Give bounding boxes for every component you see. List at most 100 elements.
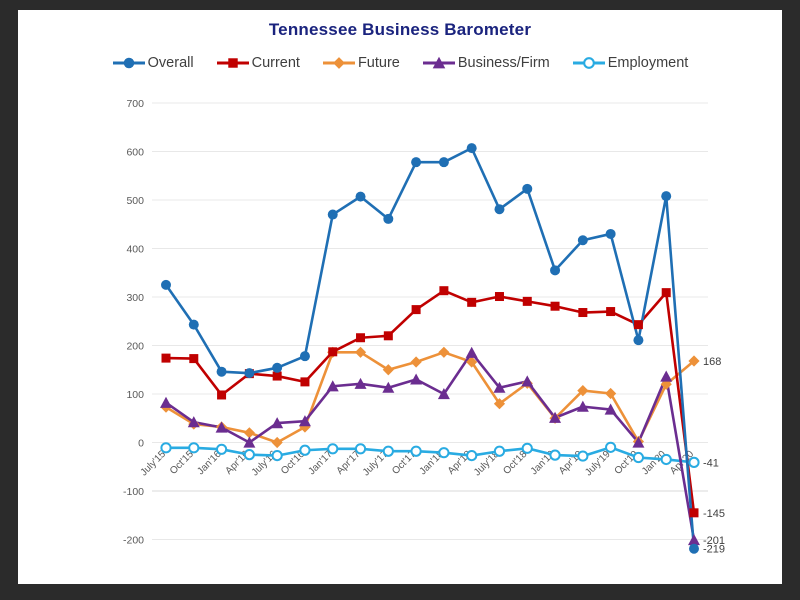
data-point	[411, 305, 421, 315]
y-axis-tick-label: -100	[123, 486, 144, 498]
data-point	[660, 370, 673, 382]
data-point	[661, 191, 672, 202]
legend-swatch-open-circle-icon	[572, 57, 605, 69]
data-point	[522, 183, 533, 194]
data-point	[299, 444, 311, 456]
data-point	[632, 451, 645, 464]
data-point	[160, 442, 172, 454]
data-point	[493, 398, 506, 410]
data-point	[577, 450, 589, 462]
data-point	[215, 421, 228, 433]
series-line-overall	[164, 146, 696, 551]
data-point	[383, 213, 394, 224]
data-point	[466, 143, 477, 154]
data-point	[327, 209, 338, 220]
data-point	[217, 390, 227, 400]
legend-item-current[interactable]: Current	[216, 54, 300, 72]
data-point	[410, 356, 422, 368]
data-point	[549, 411, 562, 423]
data-point	[466, 356, 478, 368]
data-point	[521, 442, 533, 454]
data-point	[299, 421, 311, 433]
data-point	[549, 449, 561, 461]
data-point	[577, 385, 589, 397]
data-point	[188, 442, 200, 454]
data-point	[355, 191, 366, 202]
data-point	[354, 346, 367, 358]
data-point	[243, 436, 256, 448]
data-point	[328, 347, 338, 357]
data-point	[161, 353, 171, 363]
data-point	[660, 453, 672, 466]
legend-label: Overall	[147, 55, 194, 71]
data-point	[522, 296, 532, 306]
data-point	[382, 364, 394, 376]
data-point	[215, 443, 228, 455]
legend-item-employment[interactable]: Employment	[572, 54, 689, 72]
chart-title: Tennessee Business Barometer	[268, 20, 532, 39]
data-point	[438, 447, 450, 459]
y-axis-tick-label: 300	[126, 292, 144, 304]
data-point	[493, 445, 506, 457]
data-point	[410, 373, 423, 385]
data-point	[688, 355, 700, 367]
y-axis-tick-label: -200	[123, 535, 144, 547]
legend-label: Current	[251, 55, 300, 71]
data-point	[605, 441, 617, 453]
data-point	[661, 288, 671, 298]
data-point	[576, 400, 589, 412]
data-point	[578, 308, 588, 318]
data-point	[327, 443, 339, 455]
end-data-label: -145	[703, 508, 725, 520]
data-point	[467, 297, 477, 307]
data-point	[161, 279, 171, 290]
data-point	[689, 508, 699, 518]
y-axis-tick-label: 500	[126, 195, 144, 207]
y-axis-tick-label: 600	[126, 147, 144, 159]
data-point	[243, 427, 255, 439]
legend-swatch-circle-icon	[112, 57, 145, 69]
data-point	[438, 157, 449, 168]
data-point	[160, 396, 172, 408]
end-data-label: 168	[703, 356, 721, 368]
legend-swatch-diamond-icon	[322, 57, 355, 69]
legend-swatch-triangle-icon	[422, 56, 455, 69]
data-point	[354, 443, 367, 455]
data-point	[521, 375, 534, 387]
data-point	[271, 436, 283, 449]
chart-legend: Overall Current Future Business/Firm Employm…	[18, 54, 782, 72]
data-point	[604, 403, 617, 415]
data-point	[465, 346, 478, 358]
line-chart-svg: 700 600 500 400 300 200 100 0 -100 -200 -300 July'1…	[123, 98, 725, 584]
data-point	[493, 381, 506, 393]
data-point	[243, 449, 255, 461]
data-point	[244, 368, 255, 379]
data-point	[437, 388, 450, 400]
data-point	[605, 387, 617, 400]
data-point	[187, 416, 200, 428]
data-point	[189, 354, 199, 364]
plot-area: 700 600 500 400 300 200 100 0 -100 -200 -300 July'1…	[18, 10, 782, 584]
legend-label: Employment	[607, 55, 689, 71]
legend-label: Future	[357, 55, 400, 71]
data-point	[411, 157, 422, 168]
end-data-label: -219	[703, 544, 725, 556]
data-point	[633, 320, 643, 330]
y-axis-tick-label: 200	[126, 341, 144, 353]
data-point	[382, 445, 394, 457]
data-point	[466, 449, 478, 462]
data-point	[354, 377, 367, 389]
data-point	[606, 307, 616, 317]
legend-item-business-firm[interactable]: Business/Firm	[422, 54, 550, 72]
end-data-label: -41	[703, 457, 719, 469]
data-point	[271, 417, 284, 429]
data-point	[689, 543, 699, 554]
data-point	[383, 331, 393, 341]
legend-item-future[interactable]: Future	[322, 54, 400, 72]
series-line-future	[164, 350, 696, 444]
y-axis-tick-label: 400	[126, 244, 144, 256]
data-point	[326, 380, 339, 392]
data-point	[188, 319, 199, 330]
legend-item-overall[interactable]: Overall	[112, 54, 194, 72]
data-point	[410, 445, 422, 457]
